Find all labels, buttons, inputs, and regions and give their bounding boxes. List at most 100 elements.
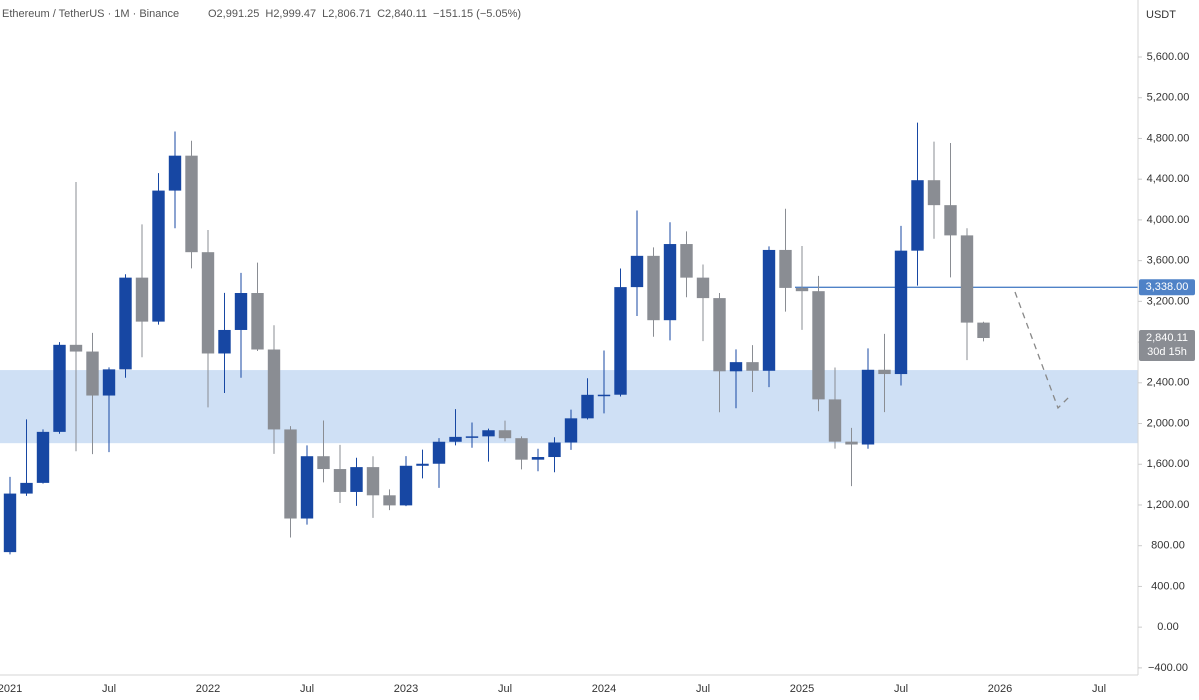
candle-body	[581, 394, 594, 419]
y-tick-label: 4,800.00	[1147, 132, 1190, 144]
candle-body	[977, 322, 990, 338]
y-tick-label: 0.00	[1157, 621, 1178, 633]
plot-area	[0, 122, 1138, 555]
x-tick-label: 2026	[988, 683, 1012, 695]
projection-arrow	[1014, 291, 1071, 410]
candle-body	[102, 369, 116, 396]
x-tick-label: 2022	[196, 683, 220, 695]
candle-body	[630, 255, 644, 288]
candle-body	[548, 442, 561, 458]
candle-body	[498, 430, 512, 439]
candle-body	[663, 244, 677, 321]
candle-body	[168, 155, 182, 191]
ohlc-value: O2,991.25	[208, 8, 259, 20]
candle-body	[713, 298, 726, 372]
candle-body	[86, 351, 99, 396]
candle-body	[201, 252, 215, 354]
y-tick-label: 800.00	[1151, 540, 1185, 552]
currency-label: USDT	[1146, 9, 1176, 21]
last-price-label: 2,840.11	[1146, 332, 1188, 344]
candle-body	[317, 456, 330, 470]
candle-body	[234, 293, 248, 330]
candle-body	[432, 441, 446, 464]
candle-body	[152, 190, 165, 322]
y-tick-label: 2,000.00	[1147, 417, 1190, 429]
y-tick-label: 2,400.00	[1147, 377, 1190, 389]
candle-body	[746, 362, 759, 371]
candle-body	[267, 349, 281, 430]
candle-body	[597, 394, 611, 397]
candle-body	[564, 418, 578, 443]
candle-body	[20, 482, 33, 494]
candle-body	[383, 495, 396, 506]
candle-body	[284, 429, 297, 519]
hline-label: 3,338.00	[1146, 281, 1189, 293]
countdown-label: 30d 15h	[1147, 346, 1187, 358]
x-tick-label: 2023	[394, 683, 418, 695]
x-tick-label: 2024	[592, 683, 616, 695]
candle-body	[36, 431, 50, 483]
last-price-bg	[1139, 329, 1195, 361]
candle-body	[927, 180, 941, 206]
axes: −400.00 0.00 400.00 800.00 1,200.00 1,600.00 2…	[0, 51, 1195, 695]
y-tick-label: 4,000.00	[1147, 214, 1190, 226]
candle-body	[515, 438, 528, 460]
candle-body	[614, 287, 627, 395]
y-tick-label: 400.00	[1151, 580, 1185, 592]
candle-body	[762, 249, 776, 371]
x-tick-label: Jul	[1092, 683, 1106, 695]
candle-body	[449, 436, 462, 442]
candle-body	[647, 255, 660, 321]
candle-body	[795, 287, 809, 292]
candle-body	[779, 249, 792, 288]
candle-body	[482, 430, 495, 437]
candle-body	[944, 205, 957, 236]
symbol-title: Ethereum / TetherUS · 1M · Binance	[2, 8, 179, 20]
candle-body	[218, 329, 231, 354]
candle-body	[861, 369, 875, 445]
candle-body	[300, 456, 314, 519]
y-tick-label: 3,200.00	[1147, 295, 1190, 307]
x-tick-label: Jul	[102, 683, 116, 695]
ohlc-value: C2,840.11	[377, 8, 427, 20]
candle-body	[185, 155, 198, 253]
candle-body	[960, 235, 974, 323]
candle-body	[911, 180, 924, 251]
y-tick-label: 5,200.00	[1147, 92, 1190, 104]
y-tick-label: 1,200.00	[1147, 499, 1190, 511]
candle-body	[119, 277, 132, 370]
x-tick-label: Jul	[498, 683, 512, 695]
candle-body	[366, 467, 380, 496]
candle-body	[812, 291, 825, 400]
candle-body	[69, 344, 83, 352]
candle-body	[53, 344, 66, 432]
candle-body	[878, 369, 891, 375]
candle-body	[251, 293, 264, 350]
ohlc-value: L2,806.71	[322, 8, 371, 20]
ohlc-value: −151.15 (−5.05%)	[433, 8, 521, 20]
y-tick-label: 1,600.00	[1147, 458, 1190, 470]
candle-body	[845, 441, 858, 445]
candle-body	[828, 399, 842, 442]
candle-body	[399, 465, 413, 506]
candle-body	[416, 463, 429, 466]
x-tick-label: Jul	[696, 683, 710, 695]
candle-body	[135, 277, 149, 322]
candle-body	[894, 250, 908, 375]
candle-body	[696, 277, 710, 299]
x-tick-label: 2025	[790, 683, 814, 695]
y-tick-label: 5,600.00	[1147, 51, 1190, 63]
ohlc-value: H2,999.47	[265, 8, 316, 20]
y-tick-label: 3,600.00	[1147, 255, 1190, 267]
y-tick-label: 4,400.00	[1147, 173, 1190, 185]
candle-body	[333, 469, 347, 492]
hline-label-bg	[1139, 279, 1195, 296]
candle-body	[465, 436, 479, 438]
candle-body	[729, 362, 743, 372]
candle-body	[680, 244, 693, 278]
x-tick-label: Jul	[894, 683, 908, 695]
header-bg	[0, 4, 515, 24]
